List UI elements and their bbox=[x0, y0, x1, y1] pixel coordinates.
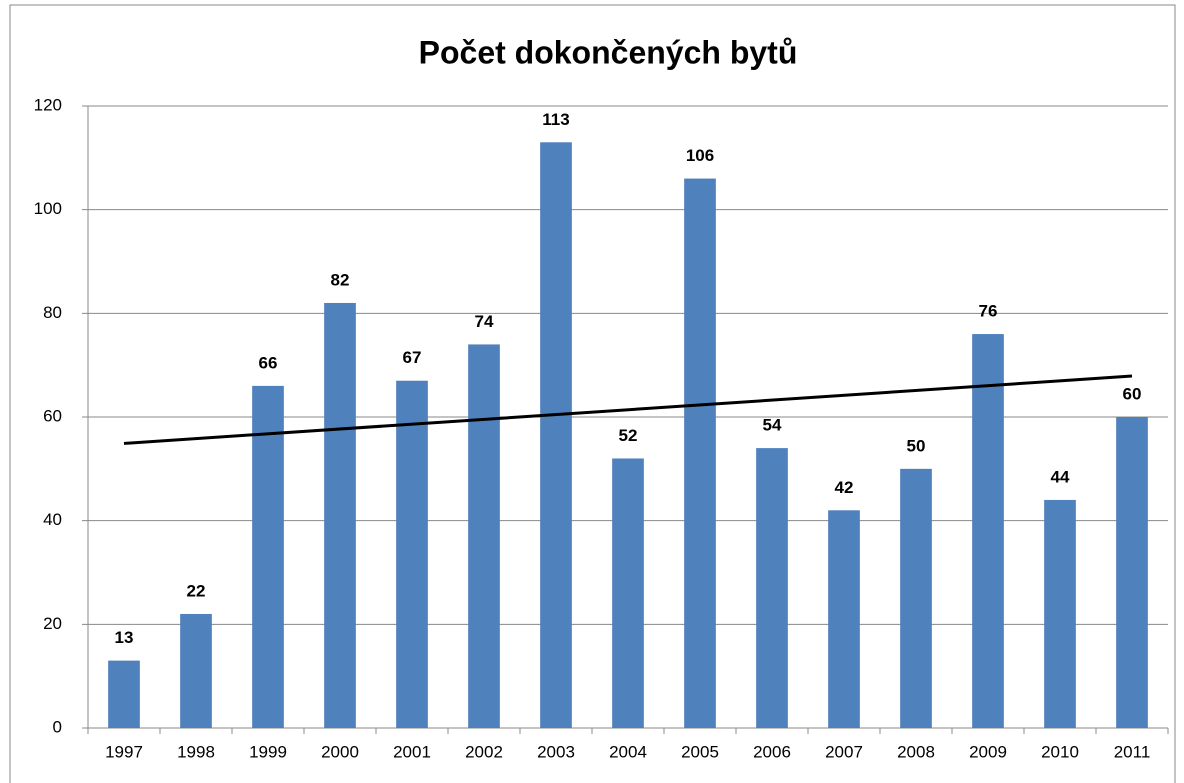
trendline bbox=[123, 374, 1133, 445]
data-label: 42 bbox=[835, 478, 854, 497]
bar bbox=[1044, 499, 1076, 728]
data-label: 50 bbox=[907, 436, 926, 455]
x-tick-label: 2009 bbox=[969, 742, 1007, 761]
x-tick-label: 2001 bbox=[393, 742, 431, 761]
bar bbox=[1116, 417, 1148, 728]
x-tick-label: 2000 bbox=[321, 742, 359, 761]
bar bbox=[180, 613, 212, 728]
x-tick-label: 2002 bbox=[465, 742, 503, 761]
bar bbox=[900, 468, 932, 728]
x-tick-label: 1999 bbox=[249, 742, 287, 761]
x-tick-label: 2008 bbox=[897, 742, 935, 761]
y-tick-label: 40 bbox=[43, 510, 62, 529]
data-label: 113 bbox=[542, 110, 569, 129]
x-tick-label: 2011 bbox=[1114, 742, 1151, 761]
y-tick-label: 100 bbox=[34, 199, 62, 218]
x-tick-label: 2006 bbox=[753, 742, 791, 761]
bar bbox=[612, 458, 644, 728]
x-tick-label: 2004 bbox=[609, 742, 647, 761]
y-tick-label: 80 bbox=[43, 303, 62, 322]
data-label: 60 bbox=[1123, 384, 1142, 403]
bar bbox=[684, 178, 716, 729]
data-label: 76 bbox=[979, 302, 998, 321]
x-tick-label: 2005 bbox=[681, 742, 719, 761]
bar bbox=[828, 510, 860, 728]
x-tick-label: 2010 bbox=[1041, 742, 1079, 761]
data-label: 54 bbox=[763, 416, 782, 435]
data-label: 44 bbox=[1051, 467, 1070, 486]
bar bbox=[324, 302, 356, 728]
chart-frame bbox=[9, 4, 1176, 783]
bar bbox=[396, 380, 428, 728]
data-label: 22 bbox=[187, 581, 206, 600]
data-label: 13 bbox=[115, 628, 134, 647]
x-tick-label: 2003 bbox=[537, 742, 575, 761]
y-tick-label: 120 bbox=[34, 95, 62, 114]
data-label: 66 bbox=[259, 353, 278, 372]
bar bbox=[468, 344, 500, 728]
x-tick-label: 1998 bbox=[177, 742, 215, 761]
y-tick-label: 20 bbox=[43, 614, 62, 633]
chart-title: Počet dokončených bytů bbox=[419, 34, 798, 70]
data-label: 67 bbox=[403, 348, 422, 367]
y-tick-label: 0 bbox=[53, 717, 62, 736]
data-label: 82 bbox=[331, 270, 350, 289]
bar bbox=[540, 142, 572, 729]
data-label: 106 bbox=[686, 146, 714, 165]
data-label: 74 bbox=[475, 312, 494, 331]
x-tick-label: 2007 bbox=[825, 742, 863, 761]
bar bbox=[252, 385, 284, 728]
bar bbox=[972, 334, 1004, 728]
y-tick-label: 60 bbox=[43, 406, 62, 425]
bar bbox=[756, 448, 788, 728]
data-label: 52 bbox=[619, 426, 638, 445]
x-tick-label: 1997 bbox=[105, 742, 143, 761]
bar bbox=[108, 660, 140, 728]
